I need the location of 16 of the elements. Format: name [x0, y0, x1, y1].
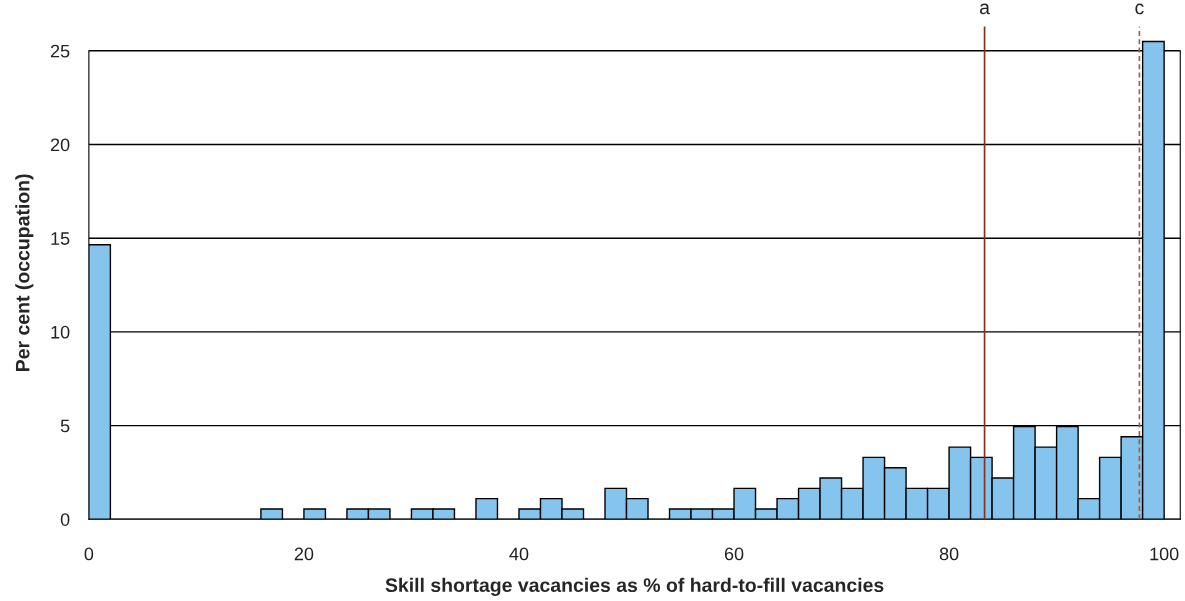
y-tick-label: 10 [51, 325, 70, 339]
x-tick-label: 100 [1150, 547, 1179, 561]
y-axis-title: Per cent (occupation) [15, 174, 34, 371]
ref-line-label: c [1135, 3, 1144, 15]
y-tick-label: 0 [60, 513, 70, 526]
x-tick-label: 20 [294, 547, 314, 561]
x-tick-label: 80 [939, 547, 959, 561]
y-tick-label: 20 [50, 138, 70, 152]
x-tick-label: 60 [724, 547, 744, 561]
y-tick-label: 25 [50, 44, 70, 58]
x-axis-title: Skill shortage vacancies as % of hard-to-fill vacancies [385, 577, 884, 596]
ref-line-label: a [979, 3, 990, 15]
x-tick-label: 0 [84, 547, 94, 561]
y-tick-label: 15 [51, 232, 70, 245]
x-tick-label: 40 [509, 547, 529, 561]
y-tick-label: 5 [60, 419, 70, 433]
